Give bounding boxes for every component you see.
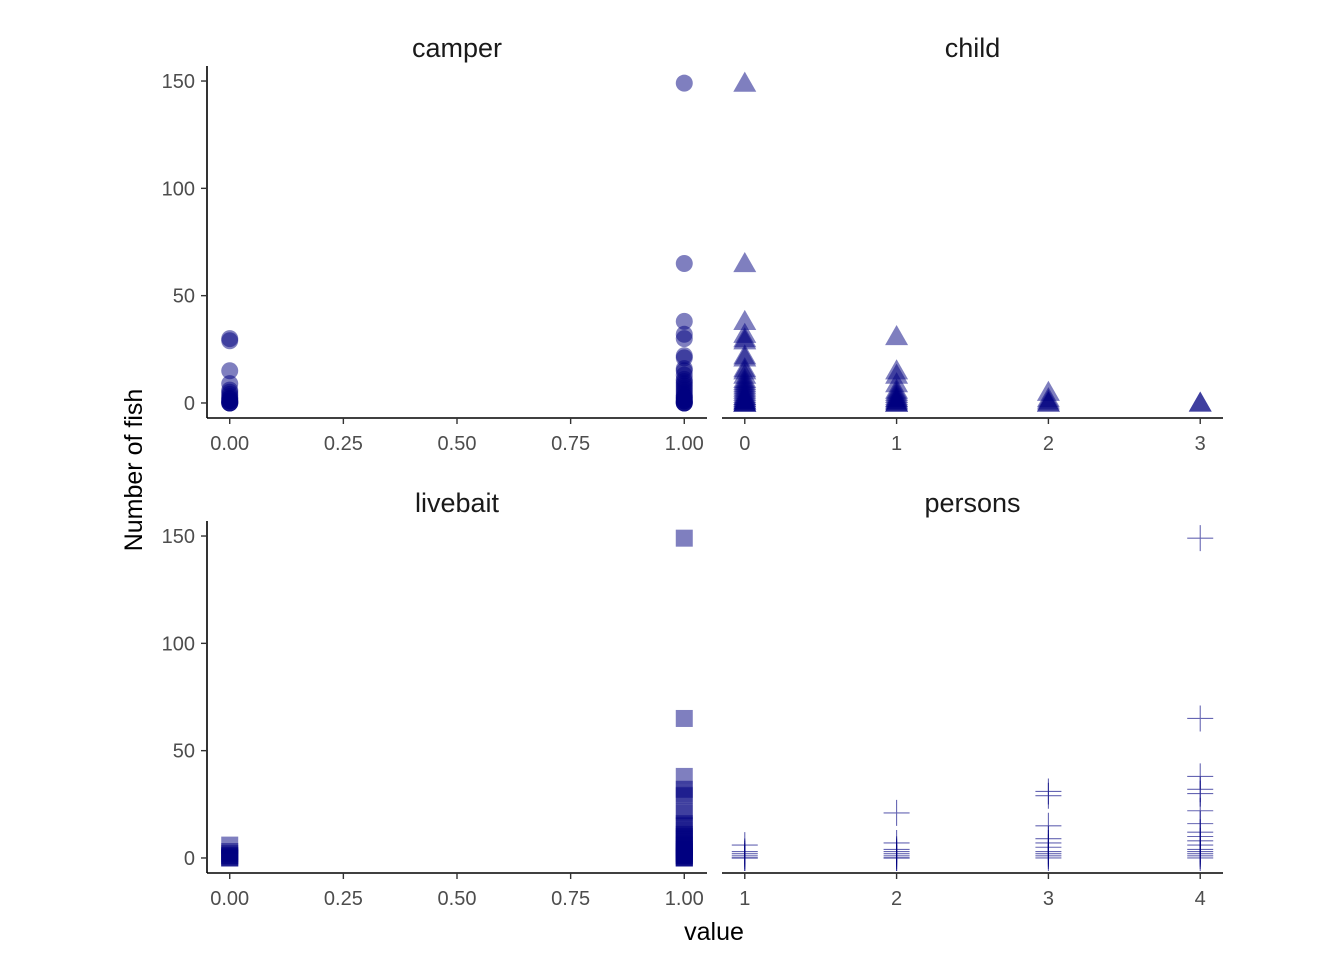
y-tick-label: 150 bbox=[162, 526, 195, 548]
data-point bbox=[675, 767, 693, 785]
data-point bbox=[733, 322, 757, 343]
panel-title: persons bbox=[924, 488, 1020, 518]
x-tick-label: 0.50 bbox=[438, 888, 477, 910]
data-point bbox=[675, 347, 693, 365]
data-point bbox=[731, 832, 758, 859]
data-point bbox=[675, 254, 693, 272]
data-point bbox=[221, 362, 239, 380]
data-point bbox=[675, 802, 693, 820]
data-point bbox=[733, 71, 757, 92]
panel-livebait: livebait 0 50 100 150 0.00 0.25 0.50 0.75 1.00 bbox=[162, 488, 707, 910]
x-tick-label: 4 bbox=[1195, 888, 1206, 910]
data-point bbox=[733, 344, 757, 365]
data-point bbox=[221, 330, 239, 348]
data-point bbox=[675, 312, 693, 330]
y-tick-label: 100 bbox=[162, 633, 195, 655]
data-point bbox=[1035, 778, 1062, 805]
panel-title: camper bbox=[412, 33, 502, 63]
y-tick-label: 100 bbox=[162, 178, 195, 200]
data-point bbox=[1187, 763, 1214, 790]
x-tick-label: 1 bbox=[891, 433, 902, 455]
x-tick-label: 0 bbox=[739, 433, 750, 455]
data-point bbox=[1188, 391, 1212, 412]
x-tick-label: 0.75 bbox=[551, 888, 590, 910]
data-point bbox=[221, 836, 239, 854]
panel-title: child bbox=[945, 33, 1001, 63]
x-tick-label: 0.00 bbox=[210, 433, 249, 455]
y-tick-label: 50 bbox=[173, 741, 195, 763]
data-point bbox=[885, 324, 909, 346]
panel-persons: persons 1 2 3 4 bbox=[722, 488, 1223, 910]
y-tick-label: 150 bbox=[162, 71, 195, 93]
data-point bbox=[733, 309, 757, 331]
data-point bbox=[675, 529, 693, 547]
x-tick-label: 1.00 bbox=[665, 433, 704, 455]
x-tick-label: 3 bbox=[1043, 888, 1054, 910]
data-point bbox=[733, 357, 757, 378]
y-axis-title: Number of fish bbox=[120, 389, 148, 552]
x-tick-label: 0.25 bbox=[324, 888, 363, 910]
panel-camper: camper 0 50 100 150 0.00 0.25 0.50 0.75 1.00 bbox=[162, 33, 707, 455]
x-tick-label: 0.25 bbox=[324, 433, 363, 455]
x-tick-label: 0.50 bbox=[438, 433, 477, 455]
data-point bbox=[1187, 705, 1214, 732]
x-axis-title: value bbox=[684, 918, 744, 946]
data-point bbox=[221, 375, 239, 393]
x-tick-label: 0.00 bbox=[210, 888, 249, 910]
x-tick-label: 1.00 bbox=[665, 888, 704, 910]
data-point bbox=[1035, 812, 1062, 839]
x-tick-label: 2 bbox=[891, 888, 902, 910]
data-point bbox=[675, 325, 693, 343]
data-point bbox=[885, 359, 909, 380]
data-point bbox=[675, 780, 693, 798]
panel-title: livebait bbox=[415, 488, 500, 518]
panel-child: child 0 1 2 3 bbox=[722, 33, 1223, 455]
data-point bbox=[1187, 525, 1214, 552]
data-point bbox=[675, 74, 693, 92]
x-tick-label: 3 bbox=[1195, 433, 1206, 455]
y-tick-label: 50 bbox=[173, 286, 195, 308]
x-tick-label: 1 bbox=[739, 888, 750, 910]
x-tick-label: 2 bbox=[1043, 433, 1054, 455]
data-point bbox=[1036, 380, 1060, 401]
data-point bbox=[675, 709, 693, 727]
y-tick-label: 0 bbox=[184, 848, 195, 870]
data-point bbox=[883, 829, 910, 856]
data-point bbox=[883, 799, 910, 826]
y-tick-label: 0 bbox=[184, 393, 195, 415]
x-tick-label: 0.75 bbox=[551, 433, 590, 455]
data-point bbox=[733, 251, 757, 273]
